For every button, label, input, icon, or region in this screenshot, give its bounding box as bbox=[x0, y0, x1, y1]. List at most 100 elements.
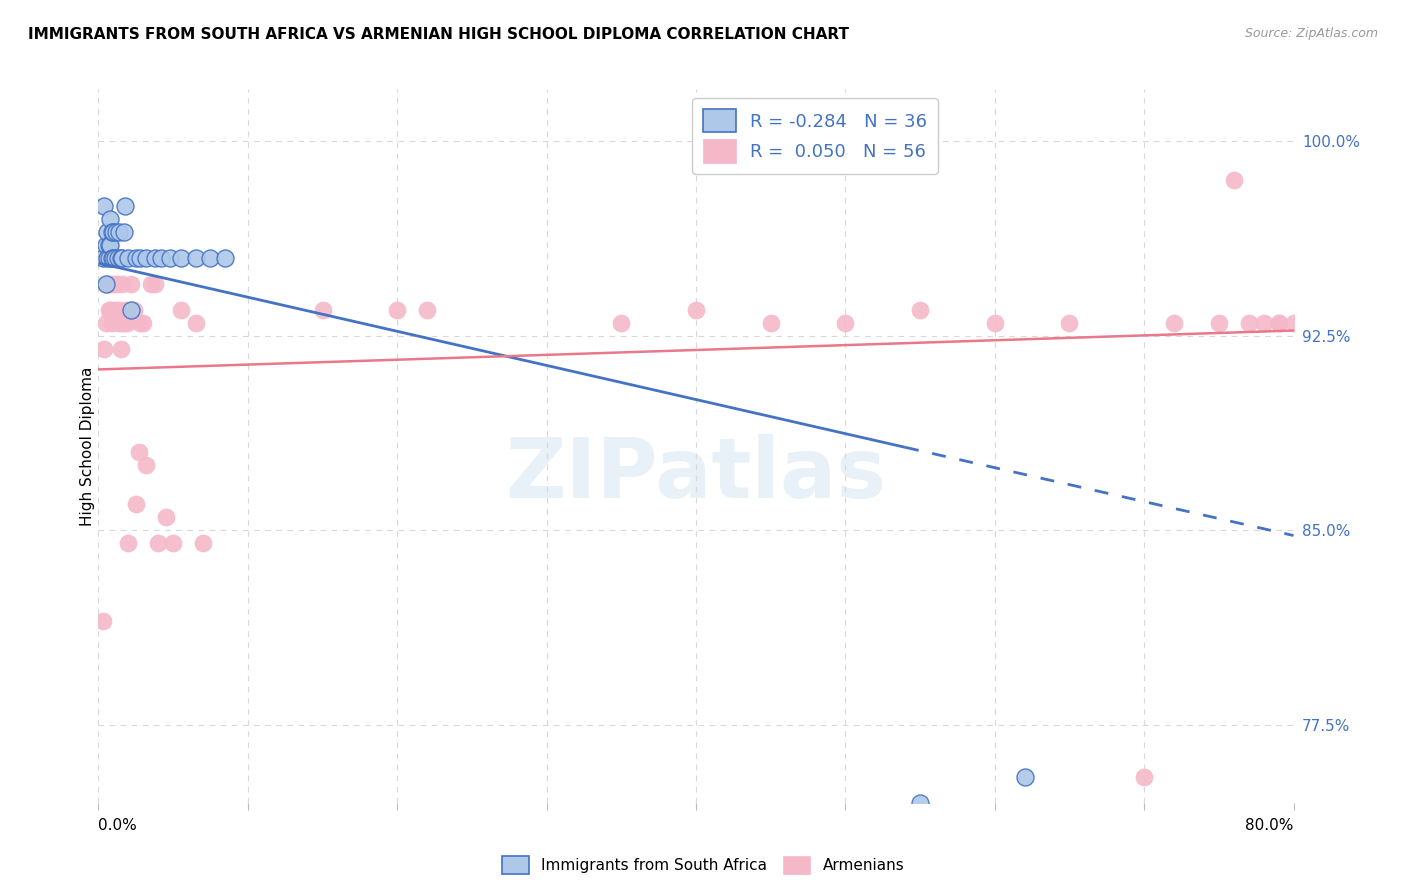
Point bbox=[143, 251, 166, 265]
Point bbox=[908, 302, 931, 317]
Point bbox=[103, 302, 125, 317]
Point bbox=[114, 199, 136, 213]
Point bbox=[162, 536, 184, 550]
Point bbox=[1163, 316, 1185, 330]
Point bbox=[115, 316, 138, 330]
Point bbox=[97, 251, 120, 265]
Point bbox=[94, 277, 117, 291]
Point bbox=[94, 316, 117, 330]
Point bbox=[124, 302, 146, 317]
Point bbox=[200, 251, 222, 265]
Point bbox=[104, 251, 127, 265]
Point bbox=[96, 225, 118, 239]
Point bbox=[91, 251, 114, 265]
Point bbox=[97, 302, 120, 317]
Point bbox=[110, 342, 132, 356]
Point bbox=[117, 251, 139, 265]
Y-axis label: High School Diploma: High School Diploma bbox=[80, 367, 94, 525]
Point bbox=[96, 251, 118, 265]
Point bbox=[1223, 173, 1246, 187]
Point bbox=[103, 251, 125, 265]
Point bbox=[416, 302, 439, 317]
Text: 80.0%: 80.0% bbox=[1246, 818, 1294, 833]
Point bbox=[1282, 316, 1305, 330]
Point bbox=[125, 251, 148, 265]
Point bbox=[111, 277, 134, 291]
Point bbox=[103, 277, 125, 291]
Point bbox=[169, 251, 191, 265]
Point bbox=[110, 251, 132, 265]
Point bbox=[132, 316, 155, 330]
Point bbox=[1267, 316, 1289, 330]
Point bbox=[1253, 316, 1275, 330]
Point bbox=[148, 536, 170, 550]
Point bbox=[1014, 770, 1036, 784]
Point bbox=[111, 316, 134, 330]
Point bbox=[1059, 316, 1081, 330]
Point bbox=[385, 302, 409, 317]
Point bbox=[93, 342, 115, 356]
Point bbox=[1133, 770, 1156, 784]
Point bbox=[107, 251, 129, 265]
Point bbox=[834, 316, 856, 330]
Point bbox=[1267, 316, 1289, 330]
Text: Source: ZipAtlas.com: Source: ZipAtlas.com bbox=[1244, 27, 1378, 40]
Point bbox=[1237, 316, 1260, 330]
Point bbox=[100, 238, 122, 252]
Point bbox=[135, 458, 157, 473]
Point bbox=[107, 302, 129, 317]
Point bbox=[685, 302, 707, 317]
Point bbox=[139, 277, 162, 291]
Point bbox=[96, 277, 118, 291]
Point bbox=[108, 225, 131, 239]
Point bbox=[120, 277, 142, 291]
Point bbox=[184, 316, 207, 330]
Point bbox=[112, 225, 135, 239]
Point bbox=[159, 251, 181, 265]
Point bbox=[108, 316, 131, 330]
Point bbox=[94, 238, 117, 252]
Point bbox=[100, 277, 122, 291]
Point bbox=[103, 225, 125, 239]
Point bbox=[169, 302, 191, 317]
Point bbox=[112, 316, 135, 330]
Point bbox=[97, 238, 120, 252]
Point bbox=[129, 316, 152, 330]
Point bbox=[125, 497, 148, 511]
Text: 0.0%: 0.0% bbox=[98, 818, 138, 833]
Point bbox=[101, 316, 124, 330]
Point bbox=[105, 277, 128, 291]
Point bbox=[104, 302, 127, 317]
Point bbox=[610, 316, 633, 330]
Point bbox=[214, 251, 236, 265]
Point bbox=[91, 614, 114, 628]
Point bbox=[114, 302, 136, 317]
Point bbox=[759, 316, 782, 330]
Point bbox=[105, 225, 128, 239]
Point bbox=[184, 251, 207, 265]
Point bbox=[1208, 316, 1230, 330]
Point bbox=[150, 251, 173, 265]
Point bbox=[135, 251, 157, 265]
Point bbox=[93, 199, 115, 213]
Text: ZIPatlas: ZIPatlas bbox=[506, 434, 886, 515]
Point bbox=[128, 445, 150, 459]
Point bbox=[101, 225, 124, 239]
Point bbox=[101, 251, 124, 265]
Legend: R = -0.284   N = 36, R =  0.050   N = 56: R = -0.284 N = 36, R = 0.050 N = 56 bbox=[692, 98, 938, 174]
Point bbox=[191, 536, 214, 550]
Point bbox=[129, 251, 152, 265]
Point bbox=[908, 796, 931, 810]
Point bbox=[100, 302, 122, 317]
Text: IMMIGRANTS FROM SOUTH AFRICA VS ARMENIAN HIGH SCHOOL DIPLOMA CORRELATION CHART: IMMIGRANTS FROM SOUTH AFRICA VS ARMENIAN… bbox=[28, 27, 849, 42]
Point bbox=[117, 536, 139, 550]
Point bbox=[97, 277, 120, 291]
Point bbox=[100, 211, 122, 226]
Point bbox=[143, 277, 166, 291]
Point bbox=[120, 302, 142, 317]
Point bbox=[984, 316, 1007, 330]
Point bbox=[311, 302, 333, 317]
Point bbox=[155, 510, 177, 524]
Legend: Immigrants from South Africa, Armenians: Immigrants from South Africa, Armenians bbox=[496, 850, 910, 880]
Point bbox=[111, 251, 134, 265]
